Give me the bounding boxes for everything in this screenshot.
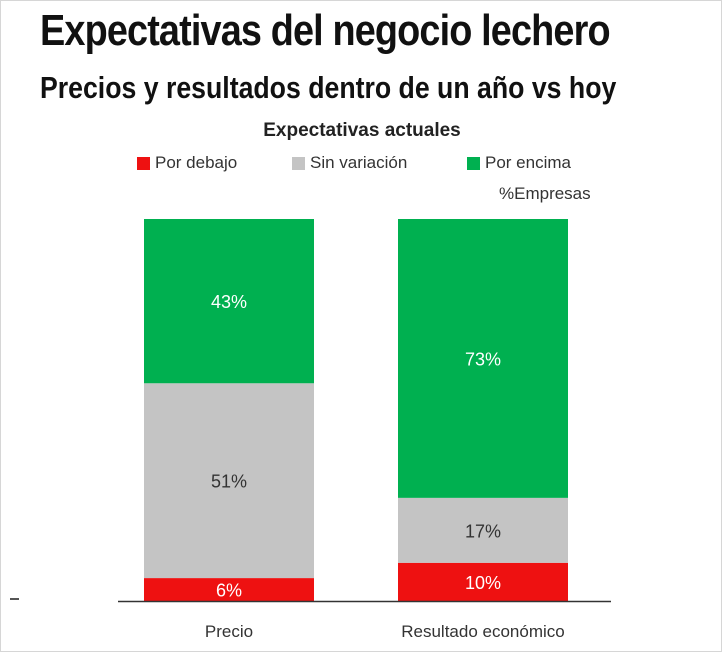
- category-label-precio: Precio: [205, 622, 253, 641]
- bar-resultado-economico-por-debajo: [398, 562, 568, 601]
- page-title: Expectativas del negocio lechero: [40, 6, 611, 55]
- legend-label-por-encima: Por encima: [485, 153, 571, 172]
- legend-item-sin-variacion: Sin variación: [292, 153, 407, 173]
- data-label-resultado-economico-por-encima: 73%: [465, 349, 501, 369]
- unit-label: %Empresas: [499, 184, 591, 203]
- data-label-resultado-economico-por-debajo: 10%: [465, 573, 501, 593]
- bar-precio-por-encima: [144, 219, 314, 384]
- page-subtitle: Precios y resultados dentro de un año vs…: [40, 70, 617, 105]
- legend-swatch-por-debajo: [137, 156, 150, 170]
- legend-item-por-encima: Por encima: [467, 153, 571, 173]
- data-label-precio-por-debajo: 6%: [216, 581, 242, 601]
- bar-precio-por-debajo: [144, 578, 314, 601]
- legend-swatch-por-encima: [467, 156, 480, 170]
- legend-item-por-debajo: Por debajo: [137, 153, 237, 173]
- legend-label-por-debajo: Por debajo: [155, 153, 238, 172]
- data-label-resultado-economico-sin-variacion: 17%: [465, 521, 501, 541]
- data-label-precio-por-encima: 43%: [211, 292, 247, 312]
- chart-title: Expectativas actuales: [263, 120, 461, 141]
- legend-label-sin-variacion: Sin variación: [310, 153, 408, 172]
- bar-resultado-economico-por-encima: [398, 219, 568, 498]
- data-label-precio-sin-variacion: 51%: [211, 472, 247, 492]
- legend-swatch-sin-variacion: [292, 156, 305, 170]
- bar-resultado-economico-sin-variacion: [398, 497, 568, 563]
- category-label-resultado-economico: Resultado económico: [401, 622, 564, 641]
- chart-legend: Por debajo Sin variación Por encima: [0, 153, 724, 179]
- margin-dash: [10, 598, 19, 600]
- bar-precio-sin-variacion: [144, 383, 314, 579]
